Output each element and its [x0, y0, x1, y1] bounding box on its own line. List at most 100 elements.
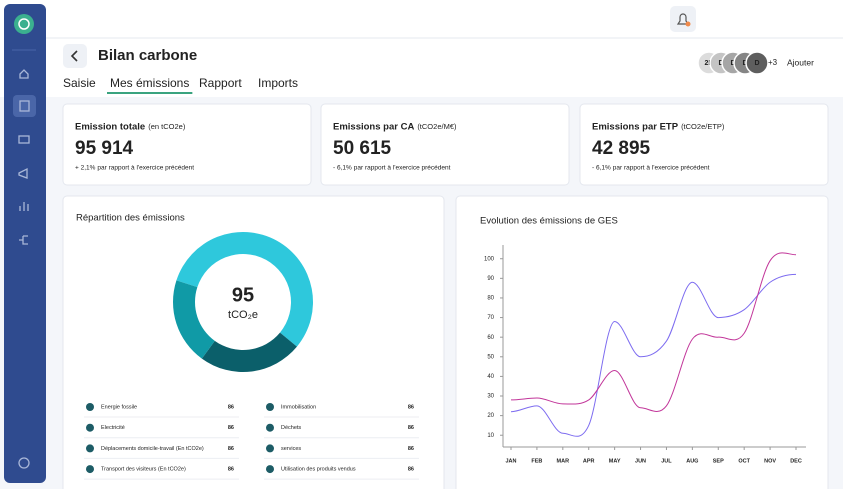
- tab[interactable]: Saisie: [63, 76, 96, 90]
- kpi-card: [62, 103, 312, 186]
- legend-label: Energie fossile: [101, 404, 137, 410]
- x-tick-label: JAN: [505, 458, 516, 464]
- active-nav: [13, 95, 36, 117]
- kpi-value: 50 615: [333, 138, 392, 159]
- avatar-initials: D: [718, 60, 723, 67]
- home-icon[interactable]: [19, 69, 29, 79]
- legend-dot: [266, 423, 274, 432]
- donut-center-unit: tCO₂e: [228, 309, 258, 321]
- y-tick-label: 20: [487, 413, 494, 419]
- legend-value: 86: [408, 425, 414, 431]
- x-tick-label: MAR: [557, 458, 570, 464]
- kpi-label: Emissions par ETP: [592, 122, 679, 133]
- legend-label: services: [281, 446, 301, 452]
- legend-value: 86: [408, 467, 414, 473]
- megaphone-icon[interactable]: [18, 167, 28, 179]
- bell-button[interactable]: [670, 6, 696, 32]
- sidebar-icons: [13, 69, 36, 469]
- legend-dot: [86, 423, 94, 432]
- avatar-initials: 2D: [705, 60, 714, 67]
- x-tick-label: NOV: [764, 458, 776, 464]
- header-bg: [0, 0, 843, 97]
- x-tick-label: FEB: [531, 458, 542, 464]
- avatar-initials: D: [730, 60, 735, 67]
- legend-label: Electricité: [101, 425, 125, 431]
- line-title: Evolution des émissions de GES: [480, 216, 618, 227]
- x-tick-label: APR: [583, 458, 595, 464]
- y-tick-label: 100: [484, 256, 495, 262]
- donut-title: Répartition des émissions: [76, 213, 185, 224]
- legend-dot: [86, 403, 94, 411]
- kpi-note: par rapport à l'exercice précédent: [354, 165, 451, 172]
- y-tick-label: 10: [487, 433, 494, 439]
- legend-value: 86: [228, 467, 234, 473]
- tab-underline: [107, 92, 193, 94]
- bell-icon: [676, 13, 690, 25]
- y-tick-label: 50: [487, 354, 494, 360]
- legend-label: Transport des visiteurs (En tCO2e): [101, 467, 186, 473]
- back-chevron: [70, 50, 78, 62]
- tab[interactable]: Mes émissions: [110, 76, 189, 90]
- kpi-change: + 2,1%: [75, 165, 96, 172]
- legend-dot: [266, 403, 274, 411]
- legend-dot: [86, 444, 94, 453]
- y-tick-label: 90: [487, 276, 494, 282]
- logo[interactable]: [14, 14, 34, 34]
- legend-dot: [266, 444, 274, 453]
- legend-dot: [266, 465, 274, 474]
- add-button[interactable]: Ajouter: [787, 57, 814, 67]
- kpi-unit: (tCO2e/M€): [417, 122, 457, 131]
- y-tick-label: 30: [487, 394, 494, 400]
- x-tick-label: OCT: [738, 458, 750, 464]
- tab[interactable]: Rapport: [199, 76, 242, 90]
- kpi-value: 95 914: [75, 138, 134, 159]
- page-title: Bilan carbone: [98, 47, 197, 64]
- x-tick-label: MAY: [609, 458, 621, 464]
- donut-center-value: 95: [232, 284, 254, 306]
- kpi-value: 42 895: [592, 138, 651, 159]
- y-tick-label: 40: [487, 374, 494, 380]
- donut-segment: [201, 332, 297, 372]
- kpi-card: [320, 103, 570, 186]
- donut-segment: [172, 280, 215, 359]
- legend-label: Immobilisation: [281, 404, 316, 410]
- legend-dot: [86, 465, 94, 474]
- report-icon[interactable]: [19, 100, 30, 112]
- legend-label: Déchets: [281, 425, 301, 431]
- legend-label: Déplacements domicile-travail (En tCO2e): [101, 446, 204, 452]
- tree-icon[interactable]: [19, 235, 28, 245]
- y-tick-label: 60: [487, 335, 494, 341]
- help-icon[interactable]: [18, 457, 30, 469]
- y-tick-label: 80: [487, 296, 494, 302]
- donut-segment: [176, 231, 314, 347]
- kpi-unit: (tCO2e/ETP): [681, 122, 725, 131]
- kpi-label: Emission totale: [75, 122, 145, 133]
- line-card: [455, 195, 829, 489]
- kpi-change: - 6,1%: [592, 165, 611, 172]
- back-button[interactable]: [63, 44, 87, 68]
- screen-icon[interactable]: [18, 135, 30, 144]
- logo-mark: [18, 18, 30, 30]
- kpi-note: par rapport à l'exercice précédent: [613, 165, 710, 172]
- legend-value: 86: [228, 446, 234, 452]
- donut-card: [62, 195, 445, 489]
- kpi-unit: (en tCO2e): [148, 122, 186, 131]
- tab[interactable]: Imports: [258, 76, 298, 90]
- legend-value: 86: [408, 446, 414, 452]
- x-tick-label: DEC: [790, 458, 802, 464]
- series-line: [510, 273, 797, 437]
- avatar[interactable]: [745, 51, 769, 75]
- kpi-change: - 6,1%: [333, 165, 352, 172]
- legend-value: 86: [408, 404, 414, 410]
- legend-value: 86: [228, 404, 234, 410]
- avatar-initials: D: [742, 60, 747, 67]
- legend-label: Utilisation des produits vendus: [281, 467, 356, 473]
- series-line: [510, 252, 797, 412]
- kpi-note: par rapport à l'exercice précédent: [97, 165, 194, 172]
- more-users: +3: [768, 58, 778, 67]
- chart-icon[interactable]: [19, 202, 29, 211]
- legend-value: 86: [228, 425, 234, 431]
- x-tick-label: SEP: [713, 458, 724, 464]
- avatar-initials: D: [754, 60, 759, 67]
